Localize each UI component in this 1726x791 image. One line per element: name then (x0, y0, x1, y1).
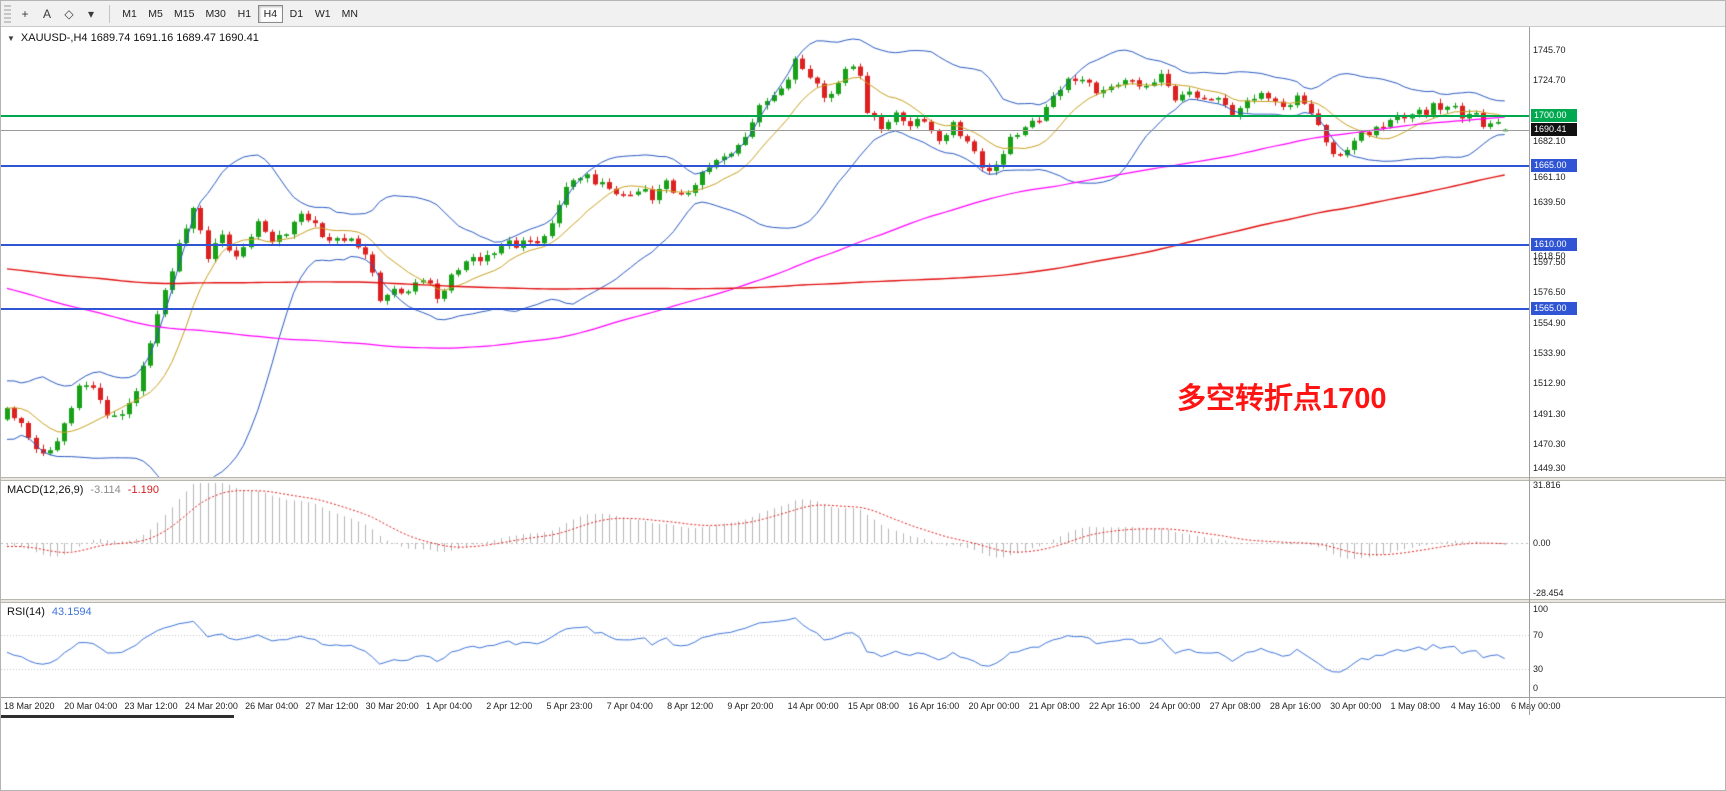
rsi-canvas[interactable] (1, 603, 1529, 697)
main-chart-canvas[interactable] (1, 27, 1529, 477)
price-level-badge: 1665.00 (1531, 159, 1577, 172)
crosshair-tool-button[interactable]: + (21, 6, 29, 21)
axis-border-line (1529, 27, 1530, 715)
price-level-badge: 1700.00 (1531, 109, 1577, 122)
time-axis-label: 1 Apr 04:00 (425, 701, 472, 711)
time-axis-label: 23 Mar 12:00 (124, 701, 178, 711)
time-axis-label: 30 Apr 00:00 (1330, 701, 1382, 711)
time-axis-label: 27 Mar 12:00 (305, 701, 359, 711)
main-chart-panel: ▼ XAUUSD-,H4 1689.74 1691.16 1689.47 169… (1, 27, 1529, 477)
timeframe-button-h1[interactable]: H1 (237, 7, 252, 20)
time-axis-label: 20 Mar 04:00 (64, 701, 118, 711)
price-axis[interactable]: 1745.70 1724.70 1682.10 1661.10 1639.50 1618.… (1530, 1, 1725, 715)
horizontal-level-line (1, 244, 1529, 246)
time-axis-label: 24 Apr 00:00 (1149, 701, 1201, 711)
time-axis-label: 15 Apr 08:00 (847, 701, 899, 711)
macd-axis-label: -28.454 (1533, 588, 1564, 598)
text-label-tool-button[interactable]: A (42, 6, 51, 21)
time-axis-label: 14 Apr 00:00 (787, 701, 839, 711)
horizontal-level-line (1, 308, 1529, 310)
time-axis-label: 30 Mar 20:00 (365, 701, 419, 711)
price-axis-label: 1576.50 (1533, 287, 1566, 297)
time-axis-label: 21 Apr 08:00 (1028, 701, 1080, 711)
time-axis-label: 5 Apr 23:00 (546, 701, 593, 711)
time-axis-label: 7 Apr 04:00 (606, 701, 653, 711)
timeframe-button-h4[interactable]: H4 (257, 4, 283, 23)
toolbar-grip[interactable] (4, 4, 11, 23)
time-axis-label: 22 Apr 16:00 (1089, 701, 1141, 711)
price-axis-label: 1533.90 (1533, 348, 1566, 358)
price-axis-label: 1470.30 (1533, 439, 1566, 449)
time-axis-label: 2 Apr 12:00 (486, 701, 533, 711)
price-axis-label: 1639.50 (1533, 197, 1566, 207)
time-axis[interactable]: 18 Mar 2020 20 Mar 04:00 23 Mar 12:00 24 Ma… (1, 697, 1725, 715)
time-axis-label: 24 Mar 20:00 (184, 701, 238, 711)
rsi-axis-label: 30 (1533, 664, 1544, 675)
horizontal-level-line (1, 115, 1529, 117)
time-axis-label: 20 Apr 00:00 (968, 701, 1020, 711)
symbol-ohlc-text: XAUUSD-,H4 1689.74 1691.16 1689.47 1690.… (20, 32, 259, 44)
time-axis-label: 1 May 08:00 (1390, 701, 1440, 711)
time-axis-label: 4 May 16:00 (1450, 701, 1501, 711)
panel-splitter-rsi[interactable] (1, 599, 1725, 603)
time-axis-label: 28 Apr 16:00 (1269, 701, 1321, 711)
horizontal-level-line (1, 165, 1529, 167)
toolbar: + A ◇ ▾ M1 M5 M15 M30 H1 H4 D1 W1 MN (1, 1, 1725, 27)
time-axis-label: 18 Mar 2020 (4, 701, 55, 711)
horizontal-scrollbar-thumb[interactable] (1, 715, 234, 718)
time-axis-label: 16 Apr 16:00 (908, 701, 960, 711)
rsi-name: RSI(14) (7, 606, 45, 618)
price-axis-label: 1682.10 (1533, 136, 1566, 146)
price-axis-label: 1512.90 (1533, 378, 1566, 388)
panel-splitter-macd[interactable] (1, 477, 1725, 481)
line-studies-toolbar: + A ◇ ▾ (14, 4, 102, 24)
rsi-panel: RSI(14) 43.1594 (1, 603, 1529, 697)
time-axis-label: 8 Apr 12:00 (667, 701, 714, 711)
shapes-dropdown-arrow[interactable]: ▾ (87, 6, 95, 21)
price-level-badge: 1610.00 (1531, 238, 1577, 251)
macd-signal-value: -1.190 (127, 484, 159, 496)
price-axis-label: 1491.30 (1533, 409, 1566, 419)
horizontal-level-line (1, 130, 1529, 131)
price-level-badge: 1565.00 (1531, 302, 1577, 315)
shapes-tool-button[interactable]: ◇ (64, 6, 74, 21)
price-axis-label: 1724.70 (1533, 75, 1566, 85)
timeframe-button-d1[interactable]: D1 (289, 7, 304, 20)
timeframe-button-m1[interactable]: M1 (122, 7, 137, 20)
timeframes-toolbar: M1 M5 M15 M30 H1 H4 D1 W1 MN (117, 4, 363, 23)
rsi-axis-label: 70 (1533, 629, 1544, 640)
time-axis-label: 27 Apr 08:00 (1209, 701, 1261, 711)
macd-indicator-label: MACD(12,26,9) -3.114 -1.190 (7, 484, 159, 496)
rsi-axis-label: 100 (1533, 604, 1549, 614)
expand-arrow-icon[interactable]: ▼ (7, 33, 15, 43)
chart-annotation-text: 多空转折点1700 (1177, 383, 1387, 415)
time-axis-label: 9 Apr 20:00 (727, 701, 774, 711)
macd-canvas[interactable] (1, 481, 1529, 599)
timeframe-button-m15[interactable]: M15 (174, 7, 195, 20)
macd-main-value: -3.114 (90, 484, 121, 496)
price-axis-label: 1745.70 (1533, 45, 1566, 55)
time-axis-label: 6 May 00:00 (1511, 701, 1561, 711)
price-axis-label: 1449.30 (1533, 463, 1566, 473)
symbol-info: ▼ XAUUSD-,H4 1689.74 1691.16 1689.47 169… (7, 32, 259, 44)
toolbar-separator (109, 4, 110, 23)
rsi-axis-label: 0 (1533, 683, 1539, 693)
timeframe-button-m5[interactable]: M5 (148, 7, 163, 20)
macd-axis-label: 31.816 (1533, 479, 1561, 490)
macd-axis-label: 0.00 (1533, 538, 1551, 548)
price-axis-label: 1618.50 (1533, 251, 1566, 261)
rsi-value: 43.1594 (51, 606, 92, 618)
rsi-indicator-label: RSI(14) 43.1594 (7, 606, 92, 618)
timeframe-button-mn[interactable]: MN (341, 7, 358, 20)
timeframe-button-m30[interactable]: M30 (205, 7, 226, 20)
time-axis-label: 26 Mar 04:00 (245, 701, 299, 711)
price-axis-label: 1597.50 (1533, 257, 1566, 267)
macd-panel: MACD(12,26,9) -3.114 -1.190 (1, 481, 1529, 599)
macd-name: MACD(12,26,9) (7, 484, 84, 496)
price-level-badge: 1690.41 (1531, 123, 1577, 136)
price-axis-label: 1554.90 (1533, 318, 1566, 328)
price-axis-label: 1661.10 (1533, 172, 1566, 182)
timeframe-button-w1[interactable]: W1 (314, 7, 331, 20)
